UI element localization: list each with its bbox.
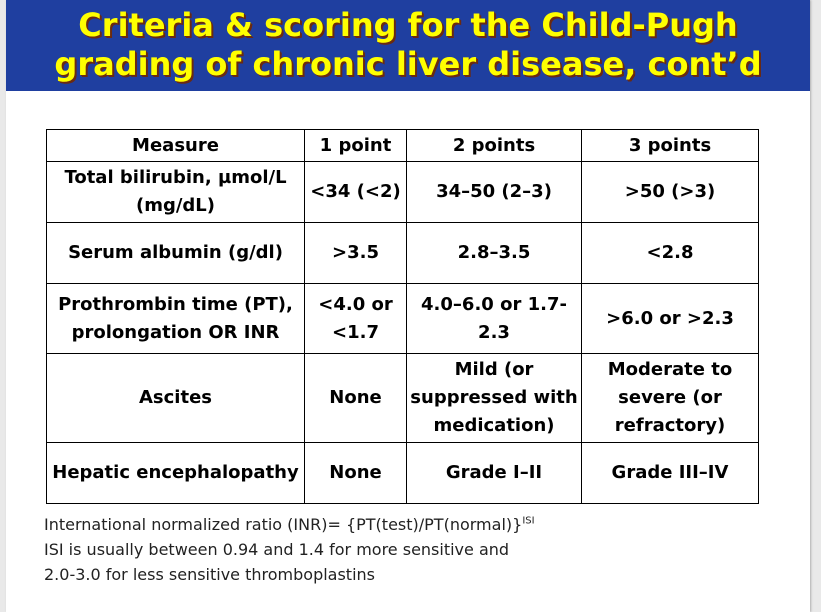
slide: Criteria & scoring for the Child-Pugh gr… xyxy=(6,0,810,612)
cell-1-point: <34 (<2) xyxy=(304,161,407,223)
cell-3-points: <2.8 xyxy=(581,222,759,284)
child-pugh-table: Measure 1 point 2 points 3 points Total … xyxy=(46,129,759,504)
cell-1-point: None xyxy=(304,353,407,443)
cell-1-point: None xyxy=(304,442,407,504)
table-header-row: Measure 1 point 2 points 3 points xyxy=(46,129,759,162)
cell-3-points: >6.0 or >2.3 xyxy=(581,283,759,354)
header-2-points: 2 points xyxy=(406,129,582,162)
header-3-points: 3 points xyxy=(581,129,759,162)
cell-1-point: <4.0 or <1.7 xyxy=(304,283,407,354)
table-row: Prothrombin time (PT), prolongation OR I… xyxy=(46,283,759,354)
table-row: Ascites None Mild (or suppressed with me… xyxy=(46,353,759,443)
row-measure-encephalopathy: Hepatic encephalopathy xyxy=(46,442,305,504)
cell-1-point: >3.5 xyxy=(304,222,407,284)
row-measure-bilirubin: Total bilirubin, µmol/L (mg/dL) xyxy=(46,161,305,223)
table-row: Hepatic encephalopathy None Grade I–II G… xyxy=(46,442,759,504)
header-1-point: 1 point xyxy=(304,129,407,162)
isi-superscript: ISI xyxy=(522,515,535,527)
cell-3-points: Moderate to severe (or refractory) xyxy=(581,353,759,443)
cell-2-points: 4.0–6.0 or 1.7-2.3 xyxy=(406,283,582,354)
cell-2-points: Grade I–II xyxy=(406,442,582,504)
inr-formula: International normalized ratio (INR)= {P… xyxy=(44,515,523,534)
slide-title: Criteria & scoring for the Child-Pugh gr… xyxy=(6,6,810,84)
slide-title-line-2: grading of chronic liver disease, cont’d xyxy=(54,45,762,83)
cell-3-points: >50 (>3) xyxy=(581,161,759,223)
footnote: International normalized ratio (INR)= {P… xyxy=(44,512,684,587)
cell-2-points: Mild (or suppressed with medication) xyxy=(406,353,582,443)
row-measure-prothrombin: Prothrombin time (PT), prolongation OR I… xyxy=(46,283,305,354)
title-banner: Criteria & scoring for the Child-Pugh gr… xyxy=(6,0,810,91)
footnote-line-2: ISI is usually between 0.94 and 1.4 for … xyxy=(44,540,510,559)
slide-title-line-1: Criteria & scoring for the Child-Pugh xyxy=(78,6,738,44)
table-row: Serum albumin (g/dl) >3.5 2.8–3.5 <2.8 xyxy=(46,222,759,284)
footnote-line-1: International normalized ratio (INR)= {P… xyxy=(44,512,684,537)
cell-2-points: 34–50 (2–3) xyxy=(406,161,582,223)
header-measure: Measure xyxy=(46,129,305,162)
row-measure-ascites: Ascites xyxy=(46,353,305,443)
cell-2-points: 2.8–3.5 xyxy=(406,222,582,284)
row-measure-albumin: Serum albumin (g/dl) xyxy=(46,222,305,284)
cell-3-points: Grade III–IV xyxy=(581,442,759,504)
footnote-line-3: 2.0-3.0 for less sensitive thromboplasti… xyxy=(44,565,375,584)
table-row: Total bilirubin, µmol/L (mg/dL) <34 (<2)… xyxy=(46,161,759,223)
